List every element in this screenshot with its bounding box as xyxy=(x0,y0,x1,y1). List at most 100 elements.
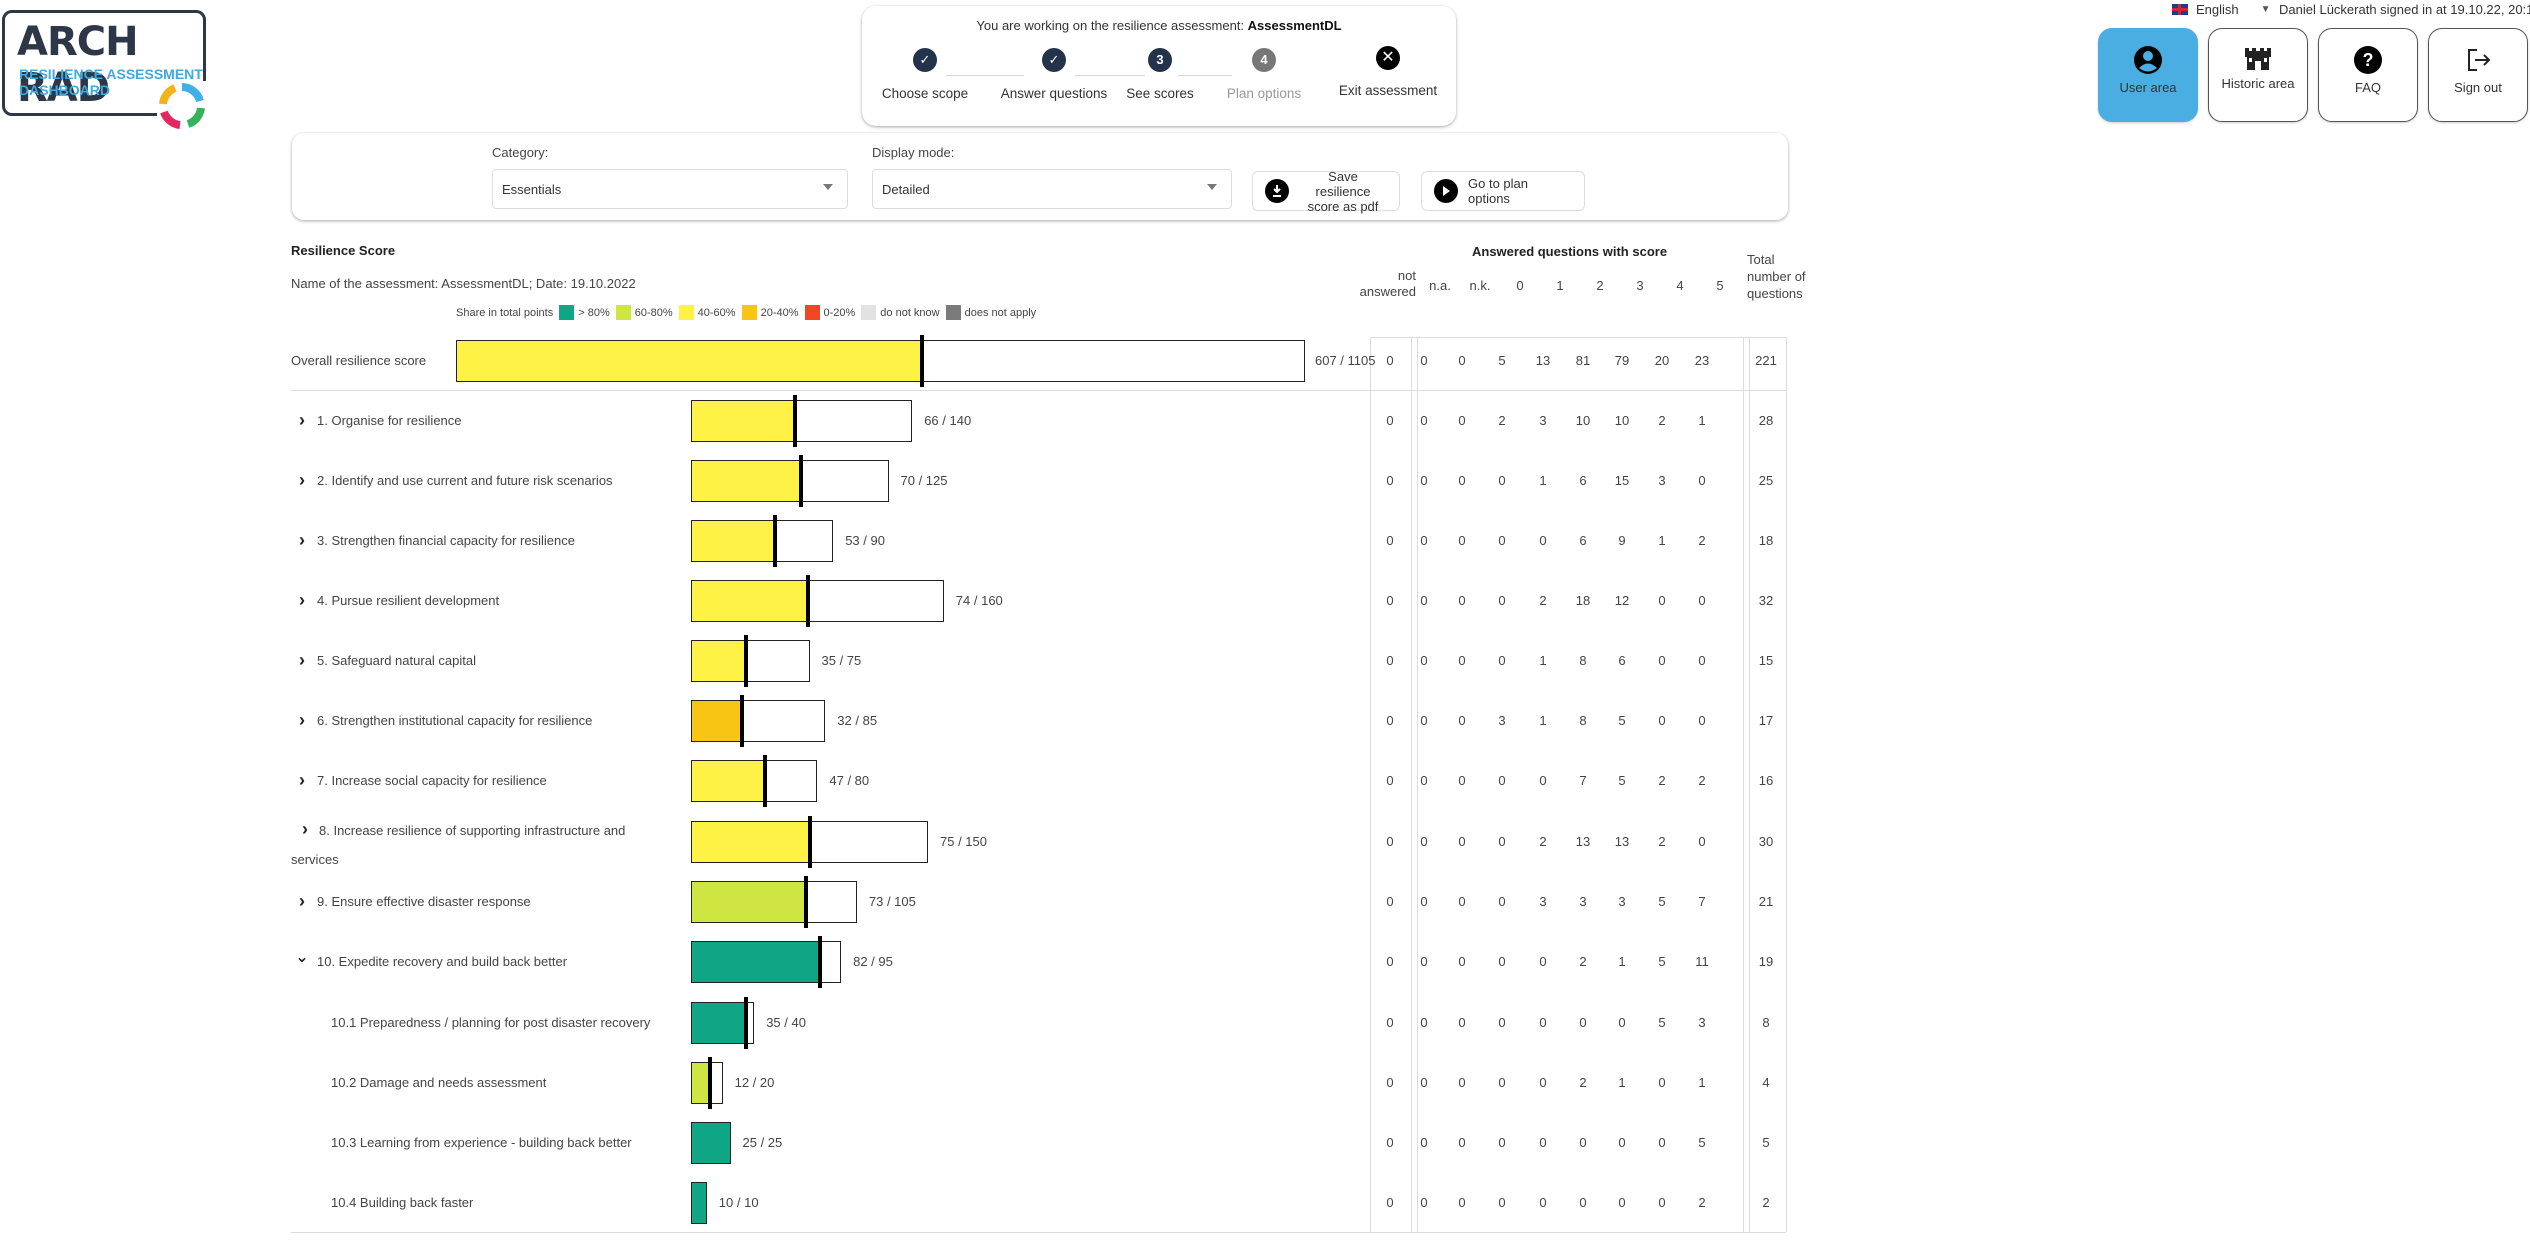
chevron-right-icon[interactable]: › xyxy=(299,891,305,911)
sign-out-button[interactable]: Sign out xyxy=(2428,28,2528,122)
count-cell: 8 xyxy=(1579,713,1587,728)
score-value: 74 / 160 xyxy=(955,593,1003,608)
chevron-right-icon[interactable]: › xyxy=(299,530,305,550)
display-mode-select[interactable]: Detailed xyxy=(872,169,1232,209)
chevron-right-icon[interactable]: › xyxy=(299,590,305,610)
row-label[interactable]: › 3. Strengthen financial capacity for re… xyxy=(295,526,575,555)
score-marker xyxy=(805,575,810,627)
chevron-right-icon[interactable]: › xyxy=(299,770,305,790)
app-logo[interactable]: ARCH RAD RESILIENCE ASSESSMENT DASHBOARD xyxy=(2,10,207,131)
assessment-name: AssessmentDL xyxy=(1247,18,1342,33)
chevron-down-icon[interactable]: ⌄ xyxy=(295,949,309,966)
count-cell: 0 xyxy=(1386,713,1394,728)
count-cell: 5 xyxy=(1698,1135,1706,1150)
historic-area-button[interactable]: Historic area xyxy=(2208,28,2308,122)
count-cell: 0 xyxy=(1386,533,1394,548)
chevron-right-icon[interactable]: › xyxy=(299,470,305,490)
sign-out-icon xyxy=(2429,45,2527,75)
score-bar xyxy=(691,1182,707,1224)
category-value: Essentials xyxy=(502,182,562,197)
count-cell: 20 xyxy=(1654,353,1670,368)
chevron-right-icon[interactable]: › xyxy=(299,650,305,670)
score-bar xyxy=(691,876,857,928)
save-pdf-button[interactable]: Save resilience score as pdf xyxy=(1252,169,1400,214)
row-label: Overall resilience score xyxy=(291,346,426,375)
count-cell: 0 xyxy=(1579,1015,1587,1030)
count-cell: 10 xyxy=(1614,413,1630,428)
row-label[interactable]: › 6. Strengthen institutional capacity fo… xyxy=(295,706,592,735)
step-label: Plan options xyxy=(1226,86,1302,101)
row-label: 10.2 Damage and needs assessment xyxy=(331,1075,546,1090)
row-label[interactable]: › 9. Ensure effective disaster response xyxy=(295,887,531,916)
count-cell: 0 xyxy=(1386,954,1394,969)
score-bar-fill xyxy=(692,761,766,801)
count-cell: 0 xyxy=(1579,1195,1587,1210)
row-label: 10.4 Building back faster xyxy=(331,1195,473,1210)
score-value: 25 / 25 xyxy=(742,1135,783,1150)
count-cell: 15 xyxy=(1614,473,1630,488)
score-value: 607 / 1105 xyxy=(1315,353,1376,368)
signed-in-status: Daniel Lückerath signed in at 19.10.22, … xyxy=(2279,2,2530,17)
score-bar-fill xyxy=(692,882,806,922)
score-marker xyxy=(763,755,768,807)
row-label[interactable]: › 4. Pursue resilient development xyxy=(295,586,499,615)
score-value: 12 / 20 xyxy=(734,1075,775,1090)
count-cell: 0 xyxy=(1498,834,1506,849)
count-cell: 0 xyxy=(1458,713,1466,728)
count-cell: 3 xyxy=(1498,713,1506,728)
count-cell: 0 xyxy=(1386,1075,1394,1090)
count-cell: 0 xyxy=(1420,1015,1428,1030)
count-cell: 0 xyxy=(1539,1015,1547,1030)
chevron-right-icon[interactable]: › xyxy=(302,819,308,839)
filter-panel: Category: Essentials Display mode: Detai… xyxy=(292,133,1788,220)
step-choose-scope[interactable]: ✓ Choose scope xyxy=(865,48,985,101)
language-selector[interactable]: English ▼ xyxy=(2172,2,2271,17)
row-label-text: 6. Strengthen institutional capacity for… xyxy=(317,713,593,728)
chevron-right-icon[interactable]: › xyxy=(299,710,305,730)
step-exit-assessment[interactable]: ✕ Exit assessment xyxy=(1328,46,1448,98)
count-cell: 0 xyxy=(1458,413,1466,428)
col-nk: n.k. xyxy=(1469,278,1491,293)
count-cell: 2 xyxy=(1539,593,1547,608)
score-marker xyxy=(920,335,925,387)
count-cell: 0 xyxy=(1618,1195,1626,1210)
step-plan-options[interactable]: 4 Plan options xyxy=(1204,48,1324,101)
step-answer-questions[interactable]: ✓ Answer questions xyxy=(994,48,1114,101)
chevron-right-icon[interactable]: › xyxy=(299,410,305,430)
score-bar-fill xyxy=(692,1003,746,1043)
row-label[interactable]: ⌄ 10. Expedite recovery and build back be… xyxy=(295,947,567,976)
legend-swatch-40-60 xyxy=(678,305,694,320)
count-cell: 0 xyxy=(1420,713,1428,728)
legend-label: 0-20% xyxy=(823,306,856,319)
faq-button[interactable]: ? FAQ xyxy=(2318,28,2418,122)
nav-label: User area xyxy=(2119,80,2177,95)
score-bar-fill xyxy=(692,521,775,561)
score-marker xyxy=(772,515,777,567)
go-to-plan-options-button[interactable]: Go to plan options xyxy=(1421,171,1585,211)
col-score-3: 3 xyxy=(1636,278,1644,293)
row-label[interactable]: › 1. Organise for resilience xyxy=(295,406,462,435)
count-cell: 2 xyxy=(1658,413,1666,428)
step-connector xyxy=(946,75,1024,76)
score-marker xyxy=(744,635,749,687)
plan-options-label: Go to plan options xyxy=(1468,176,1528,206)
score-bar xyxy=(691,816,928,868)
count-cell: 0 xyxy=(1658,653,1666,668)
row-label: 10.1 Preparedness / planning for post di… xyxy=(331,1015,650,1030)
category-select[interactable]: Essentials xyxy=(492,169,848,209)
col-total: Total number of questions xyxy=(1747,252,1806,301)
user-area-button[interactable]: User area xyxy=(2098,28,2198,122)
row-label[interactable]: › 8. Increase resilience of supporting in… xyxy=(291,815,671,874)
total-cell: 5 xyxy=(1762,1135,1770,1150)
row-label[interactable]: › 7. Increase social capacity for resilie… xyxy=(295,766,547,795)
svg-text:?: ? xyxy=(2363,50,2374,70)
logo-title: ARCH RAD xyxy=(17,19,139,111)
count-cell: 2 xyxy=(1698,1195,1706,1210)
count-cell: 0 xyxy=(1386,894,1394,909)
row-label-text: 10.4 Building back faster xyxy=(331,1195,474,1210)
row-label[interactable]: › 2. Identify and use current and future … xyxy=(295,466,613,495)
step-see-scores[interactable]: 3 See scores xyxy=(1100,48,1220,101)
score-bar-fill xyxy=(692,581,808,621)
row-label[interactable]: › 5. Safeguard natural capital xyxy=(295,646,476,675)
count-cell: 2 xyxy=(1658,834,1666,849)
